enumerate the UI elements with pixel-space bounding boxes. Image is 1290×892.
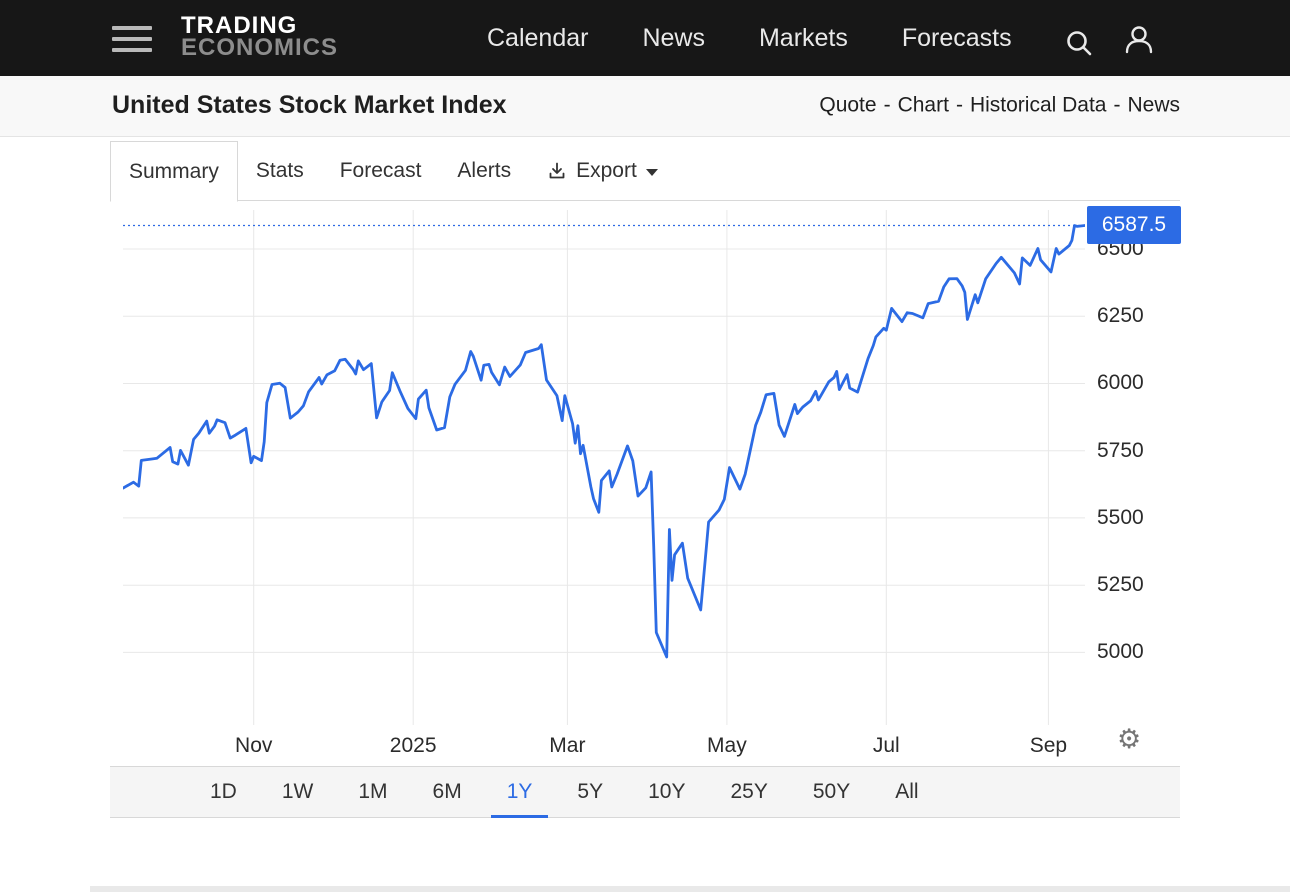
link-quote[interactable]: Quote bbox=[819, 93, 877, 117]
link-news[interactable]: News bbox=[1127, 93, 1180, 117]
series-line bbox=[123, 224, 1085, 659]
link-chart[interactable]: Chart bbox=[897, 93, 949, 117]
chart-tabs: Summary Stats Forecast Alerts Export bbox=[110, 141, 1180, 202]
x-axis-label: 2025 bbox=[389, 734, 437, 757]
chart-settings-icon[interactable]: ⚙ bbox=[1117, 724, 1142, 754]
nav-item-forecasts[interactable]: Forecasts bbox=[901, 23, 1012, 52]
range-10y[interactable]: 10Y bbox=[648, 780, 686, 803]
y-axis-label: 6250 bbox=[1097, 304, 1144, 328]
x-axis-label: Mar bbox=[549, 734, 586, 757]
tab-summary[interactable]: Summary bbox=[110, 141, 238, 202]
range-all[interactable]: All bbox=[895, 780, 919, 803]
tab-alerts-label: Alerts bbox=[457, 159, 512, 182]
link-historical-data[interactable]: Historical Data bbox=[969, 93, 1107, 117]
menu-icon[interactable] bbox=[112, 26, 152, 59]
export-label: Export bbox=[576, 159, 637, 182]
primary-nav: Calendar News Markets Forecasts bbox=[487, 0, 1012, 76]
link-separator: - bbox=[955, 93, 963, 117]
y-axis-label: 5000 bbox=[1097, 640, 1144, 664]
tab-summary-label: Summary bbox=[129, 159, 219, 183]
user-icon[interactable] bbox=[1122, 22, 1156, 56]
range-1d[interactable]: 1D bbox=[210, 780, 237, 803]
tab-stats-label: Stats bbox=[255, 159, 304, 182]
range-25y[interactable]: 25Y bbox=[730, 780, 768, 803]
range-1w[interactable]: 1W bbox=[281, 780, 314, 803]
logo[interactable]: TRADING ECONOMICS bbox=[181, 12, 339, 61]
tab-forecast[interactable]: Forecast bbox=[322, 141, 440, 201]
range-6m[interactable]: 6M bbox=[432, 780, 462, 803]
y-axis-label: 5750 bbox=[1097, 438, 1144, 462]
nav-item-calendar[interactable]: Calendar bbox=[487, 23, 589, 52]
x-axis-label: Nov bbox=[235, 734, 273, 757]
logo-line-trading: TRADING bbox=[181, 12, 298, 39]
page-header: United States Stock Market Index Quote - C… bbox=[0, 76, 1290, 137]
tab-stats[interactable]: Stats bbox=[238, 141, 322, 201]
page-title: United States Stock Market Index bbox=[112, 90, 507, 119]
x-axis-label: Jul bbox=[872, 734, 900, 757]
price-chart[interactable] bbox=[123, 210, 1085, 725]
next-section-divider bbox=[90, 886, 1290, 892]
export-dropdown[interactable]: Export bbox=[529, 141, 676, 201]
chevron-down-icon bbox=[645, 169, 658, 176]
y-axis-label: 5250 bbox=[1097, 573, 1144, 597]
top-navigation-bar: TRADING ECONOMICS Calendar News Markets … bbox=[0, 0, 1290, 76]
search-icon[interactable] bbox=[1064, 28, 1094, 58]
nav-item-news[interactable]: News bbox=[642, 23, 705, 52]
tab-alerts[interactable]: Alerts bbox=[439, 141, 529, 201]
last-price-badge: 6587.5 bbox=[1087, 206, 1181, 245]
range-selector: 1D 1W 1M 6M 1Y 5Y 10Y 25Y 50Y All bbox=[110, 766, 1180, 818]
range-50y[interactable]: 50Y bbox=[812, 780, 851, 803]
nav-item-markets[interactable]: Markets bbox=[758, 23, 848, 52]
y-axis-label: 5500 bbox=[1097, 505, 1144, 529]
range-1y[interactable]: 1Y bbox=[490, 780, 549, 818]
y-axis-label: 6000 bbox=[1097, 371, 1144, 395]
range-5y[interactable]: 5Y bbox=[577, 780, 604, 803]
download-icon bbox=[547, 161, 567, 181]
tab-forecast-label: Forecast bbox=[339, 159, 422, 182]
section-links: Quote - Chart - Historical Data - News bbox=[819, 94, 1180, 118]
x-axis-label: Sep bbox=[1029, 734, 1068, 757]
logo-line-economics: ECONOMICS bbox=[181, 34, 339, 61]
link-separator: - bbox=[883, 93, 891, 117]
range-1m[interactable]: 1M bbox=[358, 780, 388, 803]
link-separator: - bbox=[1113, 93, 1121, 117]
x-axis-label: May bbox=[707, 734, 747, 757]
